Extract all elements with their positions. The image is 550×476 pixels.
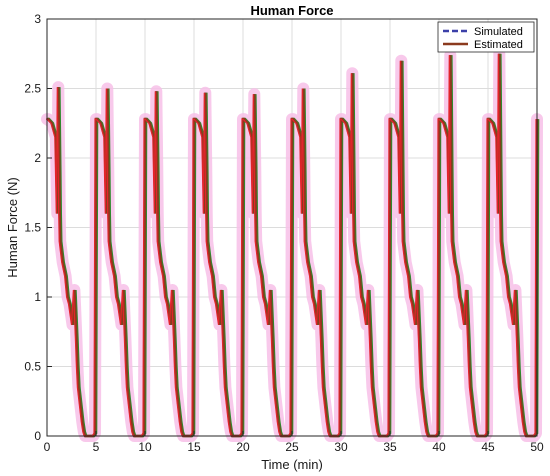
x-axis-label: Time (min) <box>261 457 323 472</box>
y-tick-label: 2.5 <box>24 82 41 96</box>
y-tick-label: 1.5 <box>24 221 41 235</box>
x-tick-label: 5 <box>93 440 100 454</box>
legend-box <box>437 21 535 53</box>
x-tick-label: 25 <box>285 440 299 454</box>
y-axis-label: Human Force (N) <box>5 177 20 277</box>
y-axis-ticks: 0 0.5 1 1.5 2 2.5 3 <box>24 12 52 443</box>
x-tick-label: 10 <box>138 440 152 454</box>
legend-label-estimated: Estimated <box>474 39 523 51</box>
chart-title: Human Force <box>250 3 333 18</box>
y-tick-label: 0.5 <box>24 360 41 374</box>
x-tick-label: 50 <box>530 440 544 454</box>
y-tick-label: 3 <box>34 12 41 26</box>
x-tick-label: 30 <box>334 440 348 454</box>
x-tick-label: 20 <box>236 440 250 454</box>
x-axis-ticks: 0 5 10 15 20 25 30 35 40 45 50 <box>44 431 544 454</box>
series-lines <box>46 53 540 438</box>
x-tick-label: 15 <box>187 440 201 454</box>
x-tick-label: 35 <box>383 440 397 454</box>
y-tick-label: 0 <box>34 429 41 443</box>
legend: Simulated Estimated <box>437 21 535 53</box>
y-tick-label: 1 <box>34 290 41 304</box>
x-tick-label: 40 <box>432 440 446 454</box>
x-tick-label: 45 <box>481 440 495 454</box>
y-tick-label: 2 <box>34 151 41 165</box>
x-tick-label: 0 <box>44 440 51 454</box>
series-overlay <box>46 53 537 437</box>
legend-label-simulated: Simulated <box>474 26 523 38</box>
